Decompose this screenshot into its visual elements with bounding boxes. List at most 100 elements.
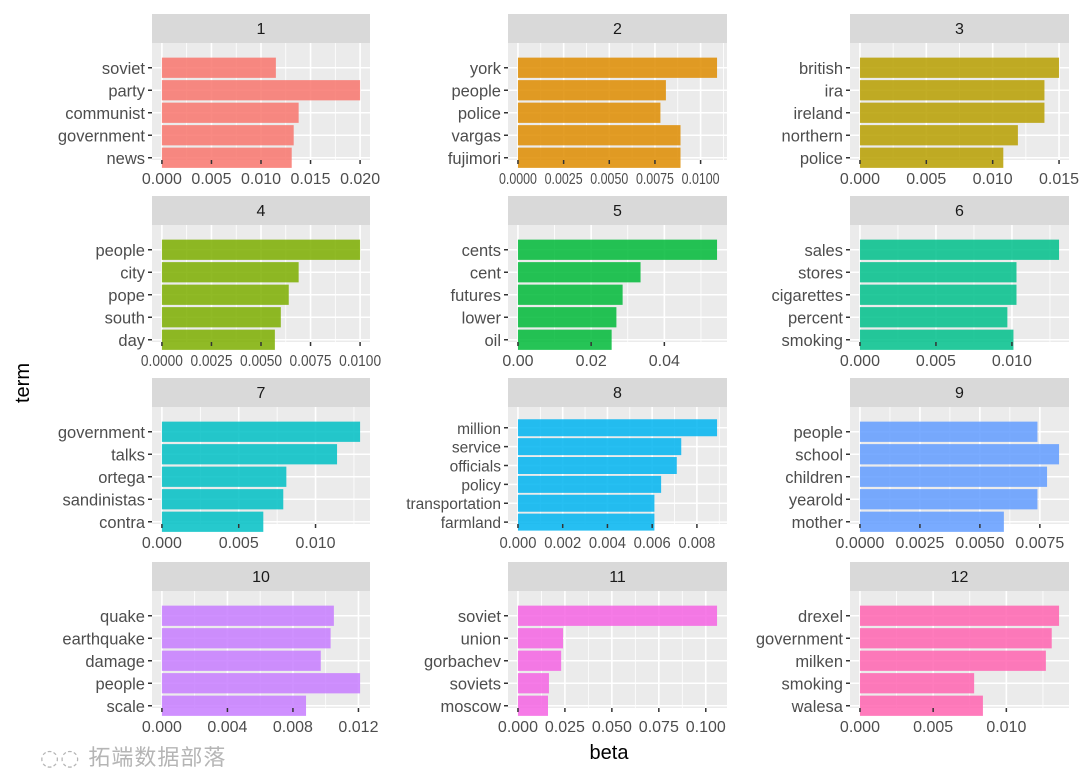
bar-soviet — [161, 57, 276, 78]
y-tick-label: people — [451, 82, 501, 100]
y-tick-label: school — [795, 446, 843, 464]
x-tick-label: 0.005 — [913, 719, 953, 736]
bar-sandinistas — [161, 489, 284, 510]
x-tick-label: 0.020 — [340, 171, 380, 188]
bar-quake — [161, 605, 334, 626]
facet-strip — [850, 14, 1069, 43]
x-tick-label: 0.0025 — [895, 535, 944, 552]
x-tick-label: 0.000 — [840, 353, 880, 370]
x-axis-label: beta — [590, 742, 630, 764]
bar-vargas — [517, 125, 681, 146]
y-tick-label: fujimori — [448, 150, 501, 168]
x-tick-label: 0.010 — [241, 171, 281, 188]
x-tick-label: 0.010 — [986, 719, 1026, 736]
facet-panel-1: 1 soviet party communist government news 0.000… — [58, 14, 380, 188]
x-tick-label: 0.0025 — [190, 353, 232, 370]
x-tick-label: 0.015 — [291, 171, 331, 188]
x-tick-label: 0.0075 — [636, 171, 674, 188]
x-tick-label: 0.0050 — [240, 353, 282, 370]
bar-city — [161, 262, 299, 283]
x-tick-label: 0.100 — [686, 719, 726, 736]
y-tick-label: british — [799, 60, 843, 78]
x-tick-label: 0.000 — [840, 171, 880, 188]
x-tick-label: 0.004 — [207, 719, 247, 736]
bar-drexel — [859, 605, 1060, 626]
bar-police — [517, 102, 661, 123]
facet-strip — [850, 562, 1069, 591]
x-tick-label: 0.000 — [498, 719, 538, 736]
bar-people — [859, 421, 1038, 442]
bar-farmland — [517, 513, 655, 531]
y-tick-label: cents — [462, 242, 501, 260]
bar-ortega — [161, 466, 287, 487]
y-tick-label: soviet — [458, 608, 502, 626]
bar-government — [161, 125, 294, 146]
y-axis-label: term — [12, 363, 34, 403]
x-tick-label: 0.0000 — [141, 353, 183, 370]
y-tick-label: south — [105, 309, 145, 327]
y-tick-label: lower — [462, 309, 502, 327]
y-tick-label: million — [457, 421, 501, 438]
bar-million — [517, 419, 718, 437]
facet-strip — [152, 196, 370, 225]
bar-milken — [859, 650, 1046, 671]
x-tick-label: 0.0075 — [1015, 535, 1064, 552]
x-tick-label: 0.000 — [142, 535, 182, 552]
x-tick-label: 0.000 — [142, 719, 182, 736]
x-tick-label: 0.0075 — [290, 353, 332, 370]
y-tick-label: stores — [798, 264, 843, 282]
bar-people — [517, 80, 666, 101]
facet-strip-label: 5 — [613, 203, 622, 220]
y-tick-label: gorbachev — [424, 653, 502, 671]
bar-pope — [161, 284, 289, 305]
x-tick-label: 0.008 — [678, 535, 715, 552]
x-tick-label: 0.050 — [592, 719, 632, 736]
bar-scale — [161, 695, 307, 716]
y-tick-label: northern — [782, 127, 843, 145]
facet-strip-label: 10 — [252, 569, 270, 586]
y-tick-label: city — [120, 264, 146, 282]
facet-strip — [152, 562, 370, 591]
bar-futures — [517, 284, 623, 305]
x-tick-label: 0.0100 — [339, 353, 381, 370]
bar-union — [517, 628, 564, 649]
bar-people — [161, 673, 361, 694]
y-tick-label: cent — [470, 264, 502, 282]
facet-panel-7: 7 government talks ortega sandinistas contra 0… — [58, 378, 370, 552]
bar-smoking — [859, 673, 975, 694]
facet-strip — [508, 378, 727, 407]
bar-walesa — [859, 695, 983, 716]
y-tick-label: news — [106, 150, 145, 168]
x-tick-label: 0.0050 — [955, 535, 1004, 552]
x-tick-label: 0.010 — [973, 171, 1013, 188]
facet-strip-label: 8 — [613, 385, 622, 402]
y-tick-label: damage — [85, 653, 145, 671]
x-tick-label: 0.075 — [639, 719, 679, 736]
y-tick-label: york — [470, 60, 502, 78]
x-tick-label: 0.010 — [296, 535, 336, 552]
y-tick-label: pope — [108, 287, 145, 305]
y-tick-label: government — [756, 630, 844, 648]
bar-government — [161, 421, 361, 442]
y-tick-label: officials — [450, 459, 502, 476]
y-tick-label: smoking — [782, 675, 843, 693]
bar-police — [859, 147, 1004, 168]
y-tick-label: yearold — [789, 491, 843, 509]
x-tick-label: 0.000 — [499, 535, 536, 552]
x-tick-label: 0.010 — [992, 353, 1032, 370]
y-tick-label: soviet — [102, 60, 146, 78]
bar-communist — [161, 102, 299, 123]
facet-strip-label: 7 — [257, 385, 266, 402]
y-tick-label: oil — [484, 332, 501, 350]
y-tick-label: government — [58, 424, 146, 442]
y-tick-label: union — [461, 630, 501, 648]
y-tick-label: cigarettes — [771, 287, 843, 305]
y-tick-label: people — [95, 242, 145, 260]
x-tick-label: 0.005 — [916, 353, 956, 370]
facet-panel-11: 11 soviet union gorbachev soviets moscow 0.000… — [424, 562, 727, 736]
facet-panel-2: 2 york people police vargas fujimori 0.0000 0.0… — [448, 14, 727, 188]
bar-talks — [161, 444, 338, 465]
y-tick-label: sales — [804, 242, 843, 260]
facet-panel-3: 3 british ira ireland northern police 0.000 0.0… — [782, 14, 1079, 188]
